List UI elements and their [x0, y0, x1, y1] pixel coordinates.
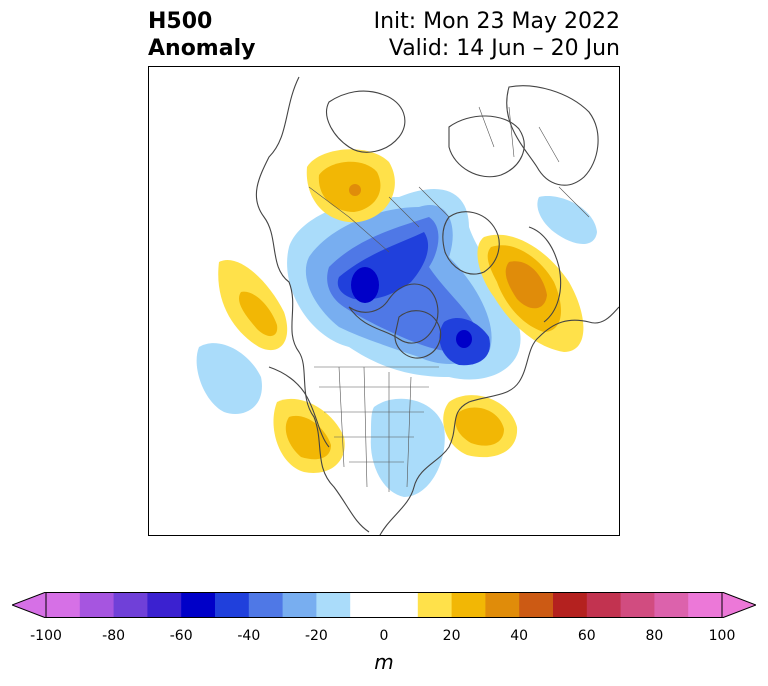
title-line-2: Anomaly [148, 36, 256, 61]
anomaly-map [148, 66, 620, 536]
negative-anomaly-pacific [196, 343, 262, 414]
colorbar-segments [46, 592, 723, 618]
colorbar-segment [113, 592, 148, 618]
map-title: H500 Anomaly [148, 8, 255, 62]
negative-anomaly-us [370, 398, 445, 497]
colorbar-segment [654, 592, 689, 618]
colorbar-tick-label: -100 [30, 628, 62, 644]
colorbar-segment [553, 592, 588, 618]
colorbar-tick-label: 20 [442, 628, 461, 644]
valid-range: Valid: 14 Jun – 20 Jun [388, 36, 620, 61]
colorbar-tick-label: 0 [379, 628, 389, 644]
colorbar-segment [147, 592, 182, 618]
colorbar-tick-label: -40 [237, 628, 261, 644]
colorbar-segment [181, 592, 216, 618]
negative-anomaly-siberia [537, 196, 597, 245]
colorbar-segment [485, 592, 520, 618]
valid-time-info: Init: Mon 23 May 2022 Valid: 14 Jun – 20… [374, 8, 620, 62]
colorbar-segment [688, 592, 723, 618]
colorbar-unit-label: m [374, 650, 394, 674]
colorbar-segment [451, 592, 486, 618]
title-line-1: H500 [148, 9, 213, 34]
map-canvas [196, 76, 619, 535]
colorbar-segment [384, 592, 419, 618]
init-date: Init: Mon 23 May 2022 [373, 9, 620, 34]
colorbar-tick-label: 40 [510, 628, 529, 644]
colorbar-segment [350, 592, 385, 618]
state-borders [308, 106, 590, 492]
colorbar-segment [316, 592, 351, 618]
colorbar-segment [248, 592, 284, 618]
colorbar-tick-label: -80 [102, 628, 126, 644]
colorbar-tick-label: -60 [169, 628, 193, 644]
colorbar-segment [282, 592, 317, 618]
colorbar [12, 592, 756, 618]
colorbar-segment [586, 592, 622, 618]
colorbar-extend-high [721, 592, 756, 618]
colorbar-segment [620, 592, 655, 618]
coastlines [255, 76, 619, 535]
colorbar-segment [79, 592, 115, 618]
colorbar-segment [215, 592, 250, 618]
colorbar-tick-label: 100 [708, 628, 736, 644]
colorbar-tick-label: -20 [304, 628, 328, 644]
colorbar-tick-label: 60 [577, 628, 596, 644]
colorbar-segment [46, 592, 81, 618]
colorbar-tick-label: 80 [645, 628, 664, 644]
colorbar-extend-low [12, 592, 47, 618]
colorbar-segment [417, 592, 453, 618]
colorbar-segment [519, 592, 554, 618]
colorbar-outline [45, 592, 723, 618]
